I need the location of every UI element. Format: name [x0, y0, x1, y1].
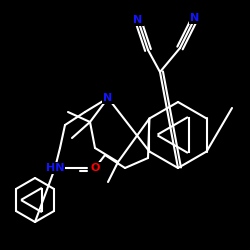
Text: N: N	[104, 93, 112, 103]
Text: O: O	[90, 163, 100, 173]
Text: N: N	[134, 15, 142, 25]
Text: N: N	[190, 13, 200, 23]
Text: HN: HN	[46, 163, 64, 173]
